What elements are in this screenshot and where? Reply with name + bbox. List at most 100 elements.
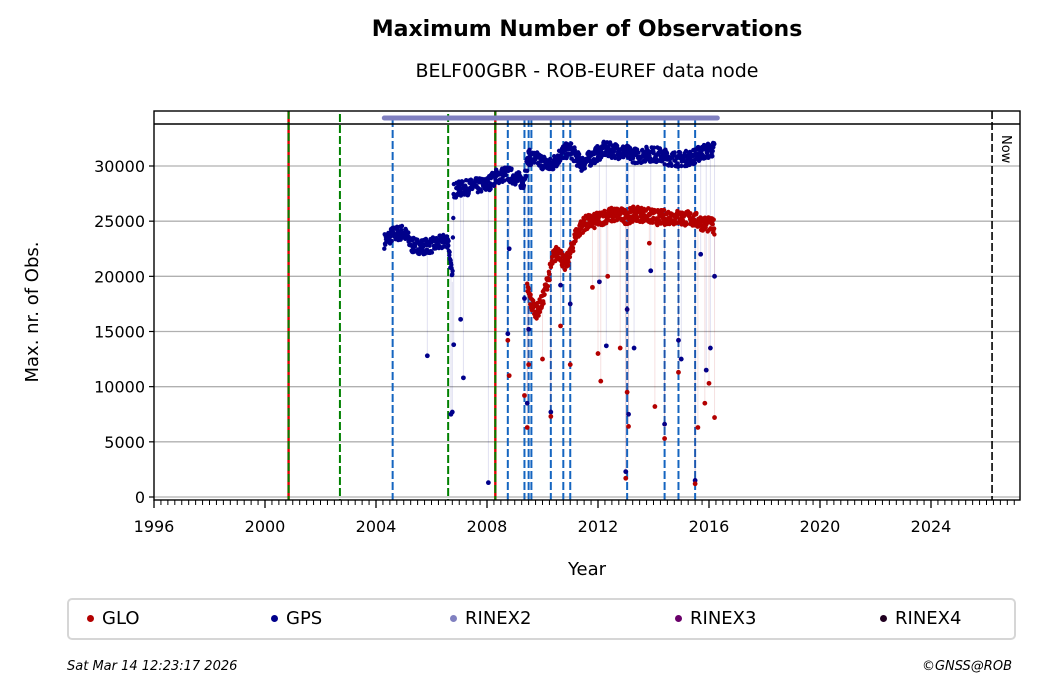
data-point-glo (694, 210, 699, 216)
data-point-gps (466, 189, 472, 194)
outlier-point-glo (505, 337, 511, 343)
outlier-point-glo (623, 475, 629, 481)
outlier-point-glo (526, 362, 532, 367)
outlier-point-gps (623, 469, 629, 475)
data-point-glo (571, 248, 576, 254)
grid-layer (154, 165, 1020, 498)
data-point-gps (449, 262, 454, 267)
outlier-point-gps (558, 282, 563, 288)
data-point-gps (447, 253, 452, 258)
outlier-point-gps (648, 268, 654, 274)
plot-frame (153, 110, 1021, 501)
outlier-point-gps (505, 331, 511, 337)
data-point-gps (710, 148, 715, 154)
data-point-gps (611, 149, 617, 154)
outlier-point-gps (449, 409, 455, 415)
legend-label-rinex3: RINEX3 (690, 608, 757, 629)
now-label: Now (998, 135, 1013, 164)
outlier-point-glo (692, 481, 698, 487)
outlier-point-glo (595, 351, 601, 356)
data-point-gps (479, 189, 484, 194)
data-point-glo (688, 211, 693, 216)
outlier-point-gps (461, 375, 466, 381)
outlier-point-glo (624, 389, 630, 395)
outlier-point-gps (506, 246, 512, 252)
data-point-gps (447, 249, 452, 255)
data-point-glo (684, 221, 690, 227)
legend-item-gps[interactable]: GPS (271, 608, 322, 629)
legend-item-rinex2[interactable]: RINEX2 (450, 608, 531, 629)
outlier-point-gps (524, 400, 530, 406)
outlier-point-gps (596, 279, 602, 285)
data-point-gps (503, 172, 509, 178)
data-point-glo (566, 259, 571, 264)
legend-marker-gps (271, 615, 278, 622)
data-point-gps (662, 162, 667, 167)
data-point-gps (677, 150, 683, 155)
x-tick-label: 2020 (800, 517, 841, 536)
data-point-glo (592, 225, 597, 231)
data-point-glo (542, 292, 547, 297)
y-tick-label: 20000 (94, 267, 145, 286)
x-tick-label: 2024 (911, 517, 952, 536)
data-point-gps (429, 250, 435, 255)
data-point-gps (450, 272, 455, 277)
outlier-point-glo (662, 436, 667, 441)
data-point-gps (568, 141, 574, 146)
data-point-gps (389, 238, 394, 244)
outlier-point-gps (603, 343, 609, 349)
data-point-gps (548, 156, 553, 162)
legend-item-rinex4[interactable]: RINEX4 (880, 608, 961, 629)
outlier-point-glo (590, 284, 595, 290)
data-point-gps (552, 154, 557, 159)
data-point-glo (623, 208, 628, 214)
x-tick-label: 2008 (467, 517, 508, 536)
data-point-gps (513, 181, 518, 186)
legend-item-rinex3[interactable]: RINEX3 (675, 608, 756, 629)
data-point-gps (679, 163, 684, 169)
x-tick-label: 2016 (689, 517, 730, 536)
data-point-glo (710, 222, 715, 227)
outlier-point-glo (712, 415, 717, 420)
data-point-gps (551, 166, 556, 172)
data-point-gps (488, 186, 493, 192)
legend-item-glo[interactable]: GLO (87, 608, 140, 629)
data-point-gps (446, 238, 451, 244)
outlier-point-glo (540, 356, 545, 362)
data-point-gps (493, 177, 498, 182)
outlier-point-gps (662, 421, 667, 427)
data-point-gps (399, 223, 405, 229)
y-tick-label: 15000 (94, 323, 145, 342)
series-gps (382, 139, 717, 486)
outlier-point-gps (692, 478, 698, 483)
legend-marker-rinex3 (675, 615, 682, 622)
outlier-point-gps (485, 480, 491, 486)
y-axis-label: Max. nr. of Obs. (22, 241, 43, 382)
data-point-glo (711, 226, 717, 231)
data-point-glo (604, 221, 609, 226)
y-tick-label: 25000 (94, 212, 145, 231)
x-tick-label: 2004 (356, 517, 397, 536)
y-tick-label: 5000 (104, 433, 145, 452)
outlier-point-gps (567, 301, 573, 307)
data-point-gps (664, 151, 670, 156)
outlier-point-gps (712, 273, 717, 279)
data-point-glo (582, 217, 587, 223)
data-point-gps (607, 140, 613, 145)
outlier-point-gps (676, 337, 681, 343)
data-point-glo (570, 245, 576, 250)
y-tick-label: 0 (135, 488, 145, 507)
data-point-gps (582, 166, 587, 171)
data-point-gps (446, 243, 451, 248)
data-point-gps (692, 160, 698, 166)
data-point-glo (536, 313, 541, 318)
legend: GLO GPS RINEX2 RINEX3 RINEX4 (67, 598, 1016, 640)
x-tick-label: 2000 (245, 517, 286, 536)
outlier-point-glo (706, 380, 712, 386)
data-point-gps (651, 151, 656, 156)
data-point-gps (509, 166, 514, 171)
data-point-glo (711, 217, 716, 222)
data-point-gps (651, 145, 657, 150)
data-point-glo (567, 254, 573, 260)
